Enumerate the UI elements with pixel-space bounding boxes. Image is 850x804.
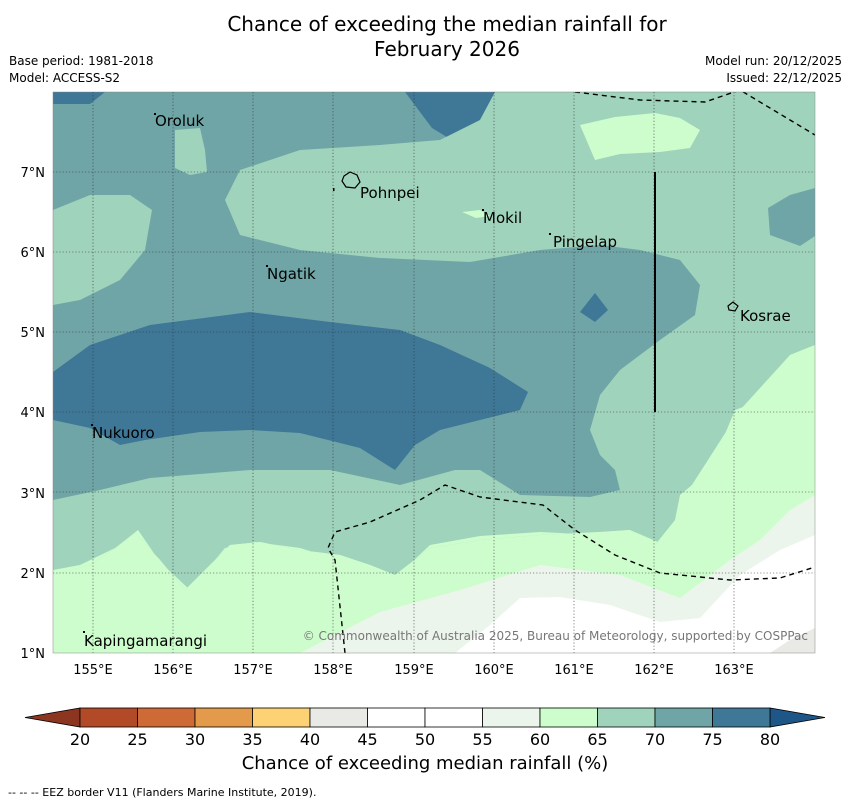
contour-75-80-small [580,293,608,322]
lat-label: 2°N [21,567,46,582]
contour-60-65-north [580,113,700,160]
meta-right: Model run: 20/12/2025 Issued: 22/12/2025 [705,53,842,87]
contour-60-65-mokil [462,210,490,218]
place-nukuoro: Nukuoro [92,424,155,442]
map-title: Chance of exceeding the median rainfall … [0,12,850,62]
place-mokil: Mokil [483,209,522,227]
lon-axis: 155°E 156°E 157°E 158°E 159°E 160°E 161°… [73,663,754,678]
eez-footnote: -- -- -- EEZ border V11 (Flanders Marine… [8,786,317,799]
contour-45-55 [455,535,815,653]
place-labels: Oroluk Pohnpei Mokil Pingelap Ngatik Kos… [84,112,791,650]
base-period: Base period: 1981-2018 [9,54,154,68]
lon-label: 161°E [554,663,594,678]
contour-55-60 [300,495,815,653]
lon-label: 156°E [153,663,193,678]
model-name: Model: ACCESS-S2 [9,71,121,85]
place-pohnpei: Pohnpei [360,184,420,202]
colorbar-tick-label: 65 [587,730,607,749]
lat-label: 1°N [21,647,46,662]
lon-label: 155°E [73,663,113,678]
place-ngatik: Ngatik [267,265,316,283]
colorbar-tick-label: 55 [472,730,492,749]
place-oroluk: Oroluk [155,112,204,130]
lat-label: 6°N [21,246,46,261]
colorbar-segment [137,707,196,728]
contour-70-75-east [768,188,815,246]
colorbar-tick-label: 35 [242,730,262,749]
colorbar-tick-label: 20 [70,730,90,749]
colorbar-segment [654,707,713,728]
meta-left: Base period: 1981-2018 Model: ACCESS-S2 [9,53,154,87]
colorbar: 20 25 30 35 40 45 50 55 60 65 70 75 80 [24,707,826,749]
colorbar-segment [712,707,771,728]
title-line-2: February 2026 [374,37,520,61]
lat-label: 3°N [21,487,46,502]
lon-label: 158°E [313,663,353,678]
contour-75-80-top-left [53,92,105,104]
colorbar-segment [79,707,138,728]
colorbar-tick-label: 40 [300,730,320,749]
contour-65-70-left [53,195,152,305]
place-pingelap: Pingelap [553,233,617,251]
model-run: Model run: 20/12/2025 [704,54,842,68]
colorbar-segment [597,707,656,728]
map-gridlines [53,92,815,653]
lat-label: 4°N [21,406,46,421]
lon-label: 157°E [233,663,273,678]
issued-date: Issued: 22/12/2025 [726,71,842,85]
contour-40-45 [770,628,815,653]
kosrae-island [727,301,739,312]
colorbar-label: Chance of exceeding median rainfall (%) [241,753,609,774]
lat-label: 7°N [21,166,46,181]
copyright-notice: © Commonwealth of Australia 2025, Bureau… [303,629,808,643]
contour-75-80-main [53,312,528,470]
lon-label: 160°E [474,663,514,678]
colorbar-segment [482,707,541,728]
colorbar-segment [194,707,253,728]
colorbar-segment [367,707,426,728]
map-frame [52,91,816,654]
colorbar-tick-label: 60 [530,730,550,749]
contour-60-65-south [53,345,815,653]
title-line-1: Chance of exceeding the median rainfall … [227,12,667,36]
atoll-markers [83,113,551,633]
lon-label: 159°E [394,663,434,678]
colorbar-segment [539,707,598,728]
contour-fields [53,92,815,653]
lat-axis: 7°N 6°N 5°N 4°N 3°N 2°N 1°N [21,166,46,662]
colorbar-tick-label: 70 [645,730,665,749]
colorbar-segment [252,707,311,728]
colorbar-tick-label: 25 [127,730,147,749]
pohnpei-island [341,171,361,189]
colorbar-tick-label: 75 [702,730,722,749]
colorbar-tick-label: 45 [357,730,377,749]
lat-label: 5°N [21,326,46,341]
contour-65-70-main [53,92,815,653]
lon-label: 162°E [634,663,674,678]
colorbar-tick-label: 80 [760,730,780,749]
colorbar-tick-label: 30 [185,730,205,749]
contour-65-70-oroluk [175,128,207,175]
place-kapingamarangi: Kapingamarangi [84,632,207,650]
eez-borders [327,92,815,653]
colorbar-segment [309,707,368,728]
place-kosrae: Kosrae [740,307,791,325]
colorbar-extend-high [769,707,826,728]
colorbar-extend-low [24,707,81,728]
lon-label: 163°E [714,663,754,678]
contour-75-80-top-center [405,92,495,142]
colorbar-tick-label: 50 [415,730,435,749]
colorbar-segment [424,707,483,728]
